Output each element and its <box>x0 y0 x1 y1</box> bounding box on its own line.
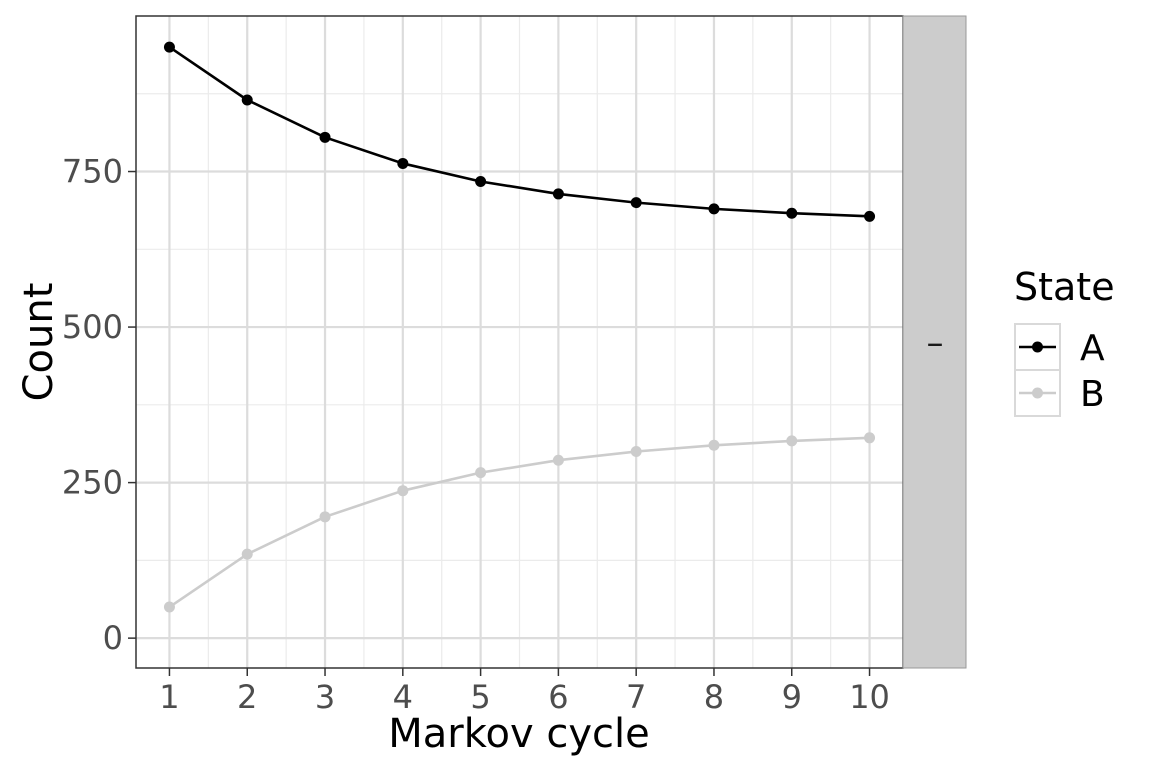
x-tick-label: 7 <box>626 678 646 716</box>
data-point-B <box>241 548 253 560</box>
data-point-B <box>864 432 876 444</box>
legend-title: State <box>1014 265 1115 309</box>
data-point-A <box>397 157 409 169</box>
data-point-A <box>864 210 876 222</box>
facet-strip <box>902 15 967 669</box>
x-tick-label: 10 <box>849 678 890 716</box>
x-tick-label: 1 <box>159 678 179 716</box>
x-axis-title: Markov cycle <box>388 711 649 757</box>
legend-key-point <box>1032 341 1043 353</box>
data-point-A <box>786 207 798 219</box>
legend: State AB <box>1014 265 1115 417</box>
x-tick-label: 2 <box>237 678 257 716</box>
legend-items: AB <box>1014 323 1105 417</box>
minor-gridlines <box>136 16 903 668</box>
data-point-B <box>786 435 798 447</box>
x-tick-label: 9 <box>782 678 802 716</box>
data-point-B <box>163 601 175 613</box>
facet-strip-label: – <box>927 323 944 363</box>
data-point-B <box>397 485 409 497</box>
y-axis-title: Count <box>16 283 62 402</box>
data-point-B <box>319 511 331 523</box>
y-tick-label: 250 <box>62 464 123 502</box>
x-tick-label: 8 <box>704 678 724 716</box>
data-point-B <box>708 439 720 451</box>
y-tick-label: 500 <box>62 308 123 346</box>
x-tick-label: 6 <box>548 678 568 716</box>
x-tick-label: 4 <box>393 678 413 716</box>
data-point-A <box>630 197 642 209</box>
series-line-B <box>168 436 870 609</box>
data-point-A <box>163 41 175 53</box>
y-axis: 0 250 500 750 <box>62 153 136 657</box>
data-point-A <box>552 188 564 200</box>
x-axis: 1 2 3 4 5 6 7 8 9 10 <box>159 668 890 716</box>
x-tick-label: 3 <box>315 678 335 716</box>
series-line-A <box>168 46 870 218</box>
legend-label-B: B <box>1080 374 1105 415</box>
data-point-A <box>241 94 253 106</box>
y-tick-label: 750 <box>62 153 123 191</box>
data-point-A <box>708 203 720 215</box>
data-point-B <box>552 454 564 466</box>
legend-key-point <box>1032 387 1043 399</box>
data-point-A <box>319 131 331 143</box>
y-tick-label: 0 <box>103 619 123 657</box>
legend-label-A: A <box>1080 328 1105 369</box>
series-layer <box>163 41 876 613</box>
x-tick-label: 5 <box>470 678 490 716</box>
data-point-B <box>475 467 487 479</box>
data-point-A <box>475 175 487 187</box>
data-point-B <box>630 445 642 457</box>
